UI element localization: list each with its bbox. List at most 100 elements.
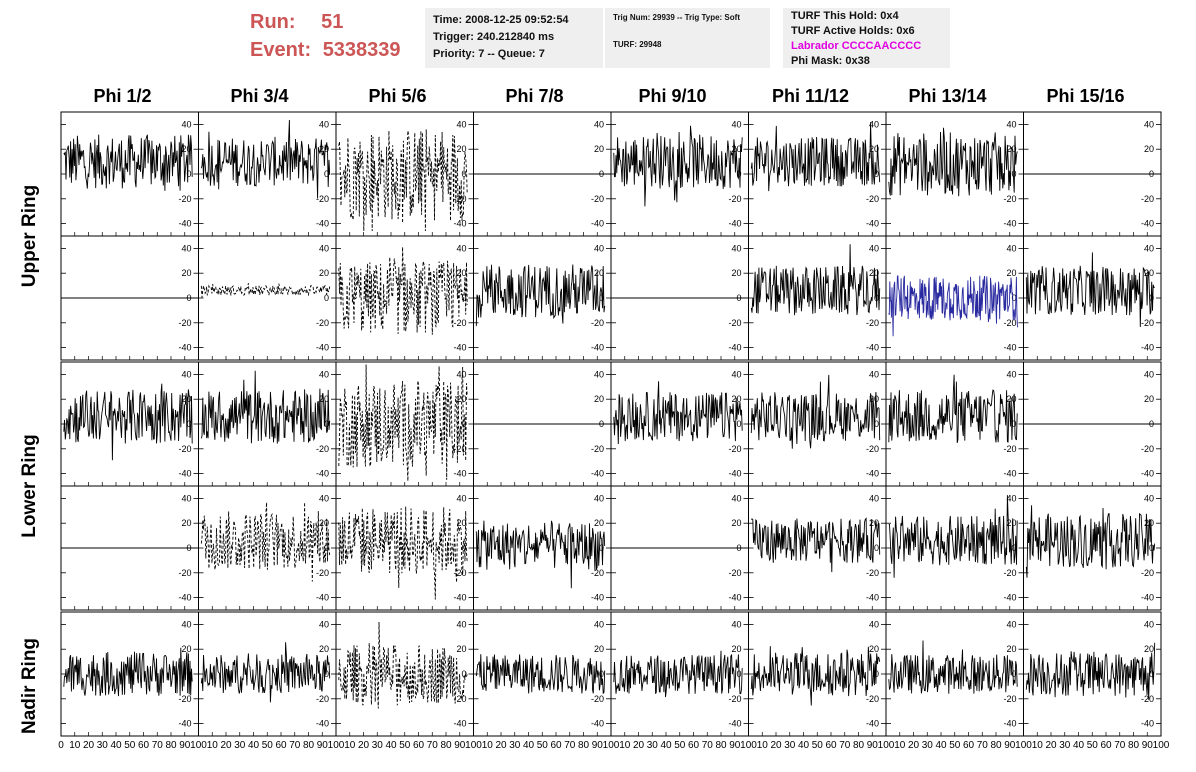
x-tick-label: 70 (839, 740, 851, 751)
y-tick-label: 40 (319, 119, 329, 129)
y-tick-label: -40 (591, 343, 604, 353)
y-tick-label: -40 (866, 469, 879, 479)
x-tick-label: 10 (619, 740, 631, 751)
y-tick-label: -20 (316, 318, 329, 328)
waveform-trace (338, 506, 468, 600)
turf-info-box: TURF This Hold: 0x4 TURF Active Holds: 0… (783, 8, 950, 68)
y-tick-label: 20 (1006, 518, 1016, 528)
y-tick-label: -20 (728, 194, 741, 204)
x-tick-label: 70 (152, 740, 164, 751)
y-tick-label: 40 (1144, 493, 1154, 503)
y-tick-label: -40 (1141, 343, 1154, 353)
y-tick-label: 40 (869, 369, 879, 379)
y-tick-label: -40 (1003, 593, 1016, 603)
y-tick-label: -40 (866, 219, 879, 229)
x-tick-label: 80 (990, 740, 1002, 751)
waveform-trace (200, 119, 331, 199)
run-label: Run: (250, 11, 296, 33)
y-tick-label: 20 (456, 644, 466, 654)
waveform-trace (613, 125, 743, 207)
y-tick-label: -20 (866, 444, 879, 454)
event-value: 5338339 (322, 39, 401, 61)
x-tick-label: 80 (440, 740, 452, 751)
x-tick-label: 20 (633, 740, 645, 751)
x-tick-label: 30 (234, 740, 246, 751)
y-tick-label: -20 (316, 194, 329, 204)
y-tick-label: 0 (186, 169, 191, 179)
x-tick-label: 50 (1087, 740, 1099, 751)
y-tick-label: 40 (1144, 243, 1154, 253)
y-tick-label: -40 (316, 469, 329, 479)
x-tick-label: 30 (509, 740, 521, 751)
waveform-trace (888, 640, 1018, 694)
panel-frame (198, 235, 337, 361)
y-tick-label: -40 (728, 343, 741, 353)
y-tick-label: 0 (324, 669, 329, 679)
y-tick-label: 20 (869, 644, 879, 654)
y-tick-label: 40 (731, 493, 741, 503)
y-tick-label: -20 (178, 318, 191, 328)
turf-active-holds-text: TURF Active Holds: 0x6 (791, 25, 915, 37)
x-tick-label: 50 (262, 740, 274, 751)
column-header-phi-13-14: Phi 13/14 (908, 86, 987, 106)
y-tick-label: 20 (594, 644, 604, 654)
y-tick-label: -40 (453, 343, 466, 353)
waveform-trace (200, 502, 331, 582)
x-tick-label: 100 (1015, 740, 1032, 751)
y-tick-label: -20 (866, 318, 879, 328)
y-tick-label: 40 (319, 243, 329, 253)
y-tick-label: 40 (731, 119, 741, 129)
x-tick-label: 20 (358, 740, 370, 751)
x-tick-label: 90 (592, 740, 604, 751)
x-tick-label: 20 (908, 740, 920, 751)
waveform-trace (338, 364, 468, 482)
x-tick-label: 10 (482, 740, 494, 751)
y-tick-label: 40 (869, 119, 879, 129)
y-tick-label: 0 (186, 419, 191, 429)
y-tick-label: -40 (178, 219, 191, 229)
y-tick-label: 20 (319, 268, 329, 278)
y-tick-label: 40 (594, 619, 604, 629)
waveform-trace (1025, 505, 1156, 578)
run-line: Run: 51 (250, 8, 410, 36)
y-tick-label: 40 (594, 493, 604, 503)
y-tick-label: -40 (1003, 719, 1016, 729)
y-tick-label: 0 (874, 543, 879, 553)
y-tick-label: 20 (181, 144, 191, 154)
y-tick-label: 20 (869, 144, 879, 154)
x-tick-label: 30 (922, 740, 934, 751)
y-tick-label: 20 (594, 394, 604, 404)
time-info-box: Time: 2008-12-25 09:52:54 Trigger: 240.2… (425, 8, 603, 68)
y-tick-label: 40 (869, 493, 879, 503)
column-header-phi-9-10: Phi 9/10 (638, 86, 707, 106)
y-tick-label: -40 (1003, 343, 1016, 353)
y-tick-label: 20 (319, 394, 329, 404)
x-tick-label: 30 (1059, 740, 1071, 751)
y-tick-label: -40 (1141, 593, 1154, 603)
x-tick-label: 50 (674, 740, 686, 751)
x-tick-label: 80 (1128, 740, 1140, 751)
y-tick-label: -40 (728, 469, 741, 479)
y-tick-label: -40 (1003, 469, 1016, 479)
waveform-trace (338, 129, 468, 232)
x-tick-label: 20 (495, 740, 507, 751)
waveform-trace (1025, 642, 1156, 700)
y-tick-label: -20 (591, 568, 604, 578)
y-tick-label: 40 (731, 243, 741, 253)
y-tick-label: 0 (324, 543, 329, 553)
y-tick-label: 20 (594, 144, 604, 154)
y-tick-label: -20 (1003, 194, 1016, 204)
y-tick-label: 40 (456, 243, 466, 253)
y-tick-label: 40 (1006, 119, 1016, 129)
y-tick-label: 20 (869, 518, 879, 528)
y-tick-label: -20 (728, 694, 741, 704)
y-tick-label: 40 (181, 619, 191, 629)
x-tick-label: 20 (1045, 740, 1057, 751)
y-tick-label: 20 (731, 518, 741, 528)
y-tick-label: 20 (456, 144, 466, 154)
waveform-trace (613, 381, 743, 445)
y-tick-label: -40 (1141, 469, 1154, 479)
y-tick-label: 20 (181, 268, 191, 278)
column-header-phi-11-12: Phi 11/12 (771, 86, 850, 106)
y-tick-label: 0 (324, 169, 329, 179)
